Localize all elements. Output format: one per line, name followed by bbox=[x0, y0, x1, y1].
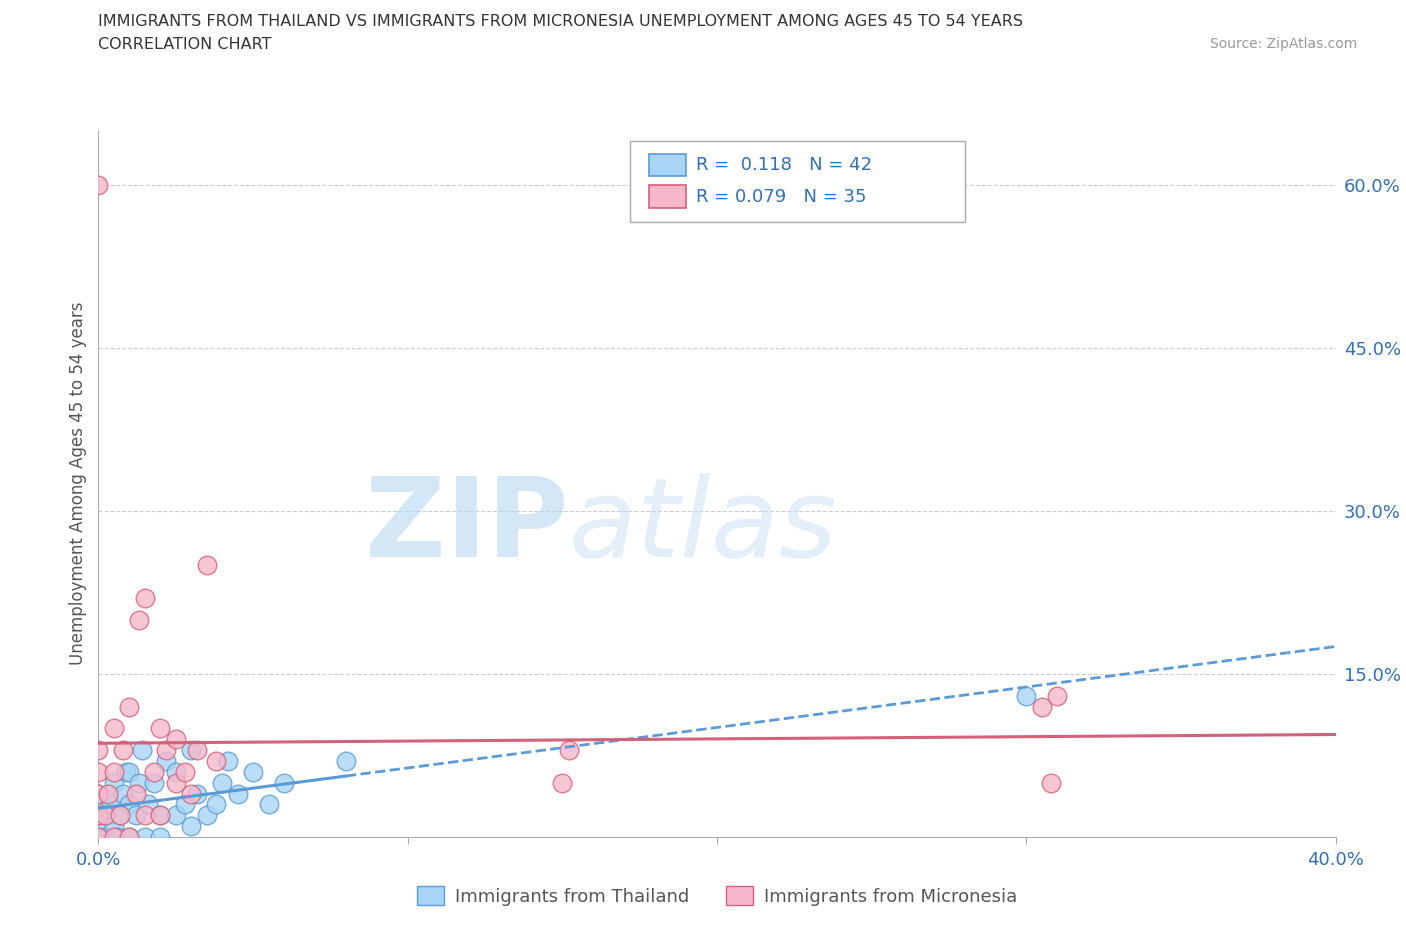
Point bbox=[174, 764, 197, 779]
Text: R =  0.118   N = 42: R = 0.118 N = 42 bbox=[696, 156, 872, 174]
Point bbox=[174, 797, 197, 812]
Point bbox=[217, 753, 239, 768]
Point bbox=[131, 742, 153, 757]
Point bbox=[143, 776, 166, 790]
Point bbox=[557, 742, 579, 757]
Point bbox=[87, 808, 110, 823]
Point bbox=[108, 808, 131, 823]
Point bbox=[103, 830, 125, 844]
Point bbox=[335, 753, 357, 768]
Point bbox=[87, 786, 110, 801]
Point bbox=[134, 808, 156, 823]
Point bbox=[87, 177, 110, 192]
Point bbox=[103, 818, 125, 833]
Point bbox=[205, 797, 228, 812]
Point bbox=[149, 808, 172, 823]
Point bbox=[112, 786, 135, 801]
Point bbox=[226, 786, 249, 801]
Point bbox=[115, 764, 138, 779]
Point bbox=[1015, 688, 1038, 703]
Point bbox=[124, 808, 146, 823]
Point bbox=[195, 808, 218, 823]
Point bbox=[143, 764, 166, 779]
Point bbox=[108, 808, 131, 823]
Point bbox=[257, 797, 280, 812]
Point bbox=[87, 818, 110, 833]
Point bbox=[118, 764, 141, 779]
Point bbox=[103, 721, 125, 736]
Point bbox=[100, 797, 122, 812]
Point bbox=[155, 742, 177, 757]
Point bbox=[105, 830, 128, 844]
Text: ZIP: ZIP bbox=[366, 472, 568, 579]
Point bbox=[180, 742, 202, 757]
Text: Source: ZipAtlas.com: Source: ZipAtlas.com bbox=[1209, 37, 1357, 51]
Point bbox=[128, 776, 150, 790]
Point bbox=[128, 612, 150, 627]
Point bbox=[103, 764, 125, 779]
Point bbox=[180, 818, 202, 833]
Point bbox=[149, 808, 172, 823]
Point bbox=[93, 830, 115, 844]
Point bbox=[165, 808, 187, 823]
Legend: Immigrants from Thailand, Immigrants from Micronesia: Immigrants from Thailand, Immigrants fro… bbox=[411, 879, 1024, 912]
Point bbox=[87, 742, 110, 757]
Point bbox=[195, 558, 218, 573]
Point bbox=[134, 591, 156, 605]
Point bbox=[87, 808, 110, 823]
Point bbox=[87, 786, 110, 801]
Point bbox=[118, 830, 141, 844]
Point bbox=[211, 776, 233, 790]
Point bbox=[149, 721, 172, 736]
Point bbox=[273, 776, 295, 790]
Y-axis label: Unemployment Among Ages 45 to 54 years: Unemployment Among Ages 45 to 54 years bbox=[69, 302, 87, 665]
Point bbox=[205, 753, 228, 768]
Point bbox=[149, 830, 172, 844]
Point bbox=[551, 776, 574, 790]
Point bbox=[180, 786, 202, 801]
Point bbox=[118, 699, 141, 714]
Point bbox=[1040, 776, 1063, 790]
Point bbox=[186, 742, 208, 757]
Text: R = 0.079   N = 35: R = 0.079 N = 35 bbox=[696, 188, 866, 206]
Point bbox=[1031, 699, 1053, 714]
Point bbox=[87, 830, 110, 844]
Text: IMMIGRANTS FROM THAILAND VS IMMIGRANTS FROM MICRONESIA UNEMPLOYMENT AMONG AGES 4: IMMIGRANTS FROM THAILAND VS IMMIGRANTS F… bbox=[98, 14, 1024, 29]
Bar bbox=[650, 153, 686, 176]
Point bbox=[118, 830, 141, 844]
Point bbox=[118, 797, 141, 812]
Point bbox=[87, 764, 110, 779]
Point bbox=[87, 797, 110, 812]
Point bbox=[124, 786, 146, 801]
Point bbox=[134, 830, 156, 844]
Point bbox=[87, 830, 110, 844]
Point bbox=[93, 808, 115, 823]
Text: atlas: atlas bbox=[568, 472, 837, 579]
Point bbox=[97, 786, 120, 801]
Point bbox=[186, 786, 208, 801]
Point bbox=[155, 753, 177, 768]
Point bbox=[1046, 688, 1069, 703]
FancyBboxPatch shape bbox=[630, 140, 965, 222]
Point bbox=[112, 742, 135, 757]
Point bbox=[242, 764, 264, 779]
Point bbox=[103, 776, 125, 790]
Text: CORRELATION CHART: CORRELATION CHART bbox=[98, 37, 271, 52]
Point bbox=[165, 732, 187, 747]
Point bbox=[97, 808, 120, 823]
Bar bbox=[650, 185, 686, 208]
Point bbox=[165, 764, 187, 779]
Point bbox=[165, 776, 187, 790]
Point bbox=[136, 797, 159, 812]
